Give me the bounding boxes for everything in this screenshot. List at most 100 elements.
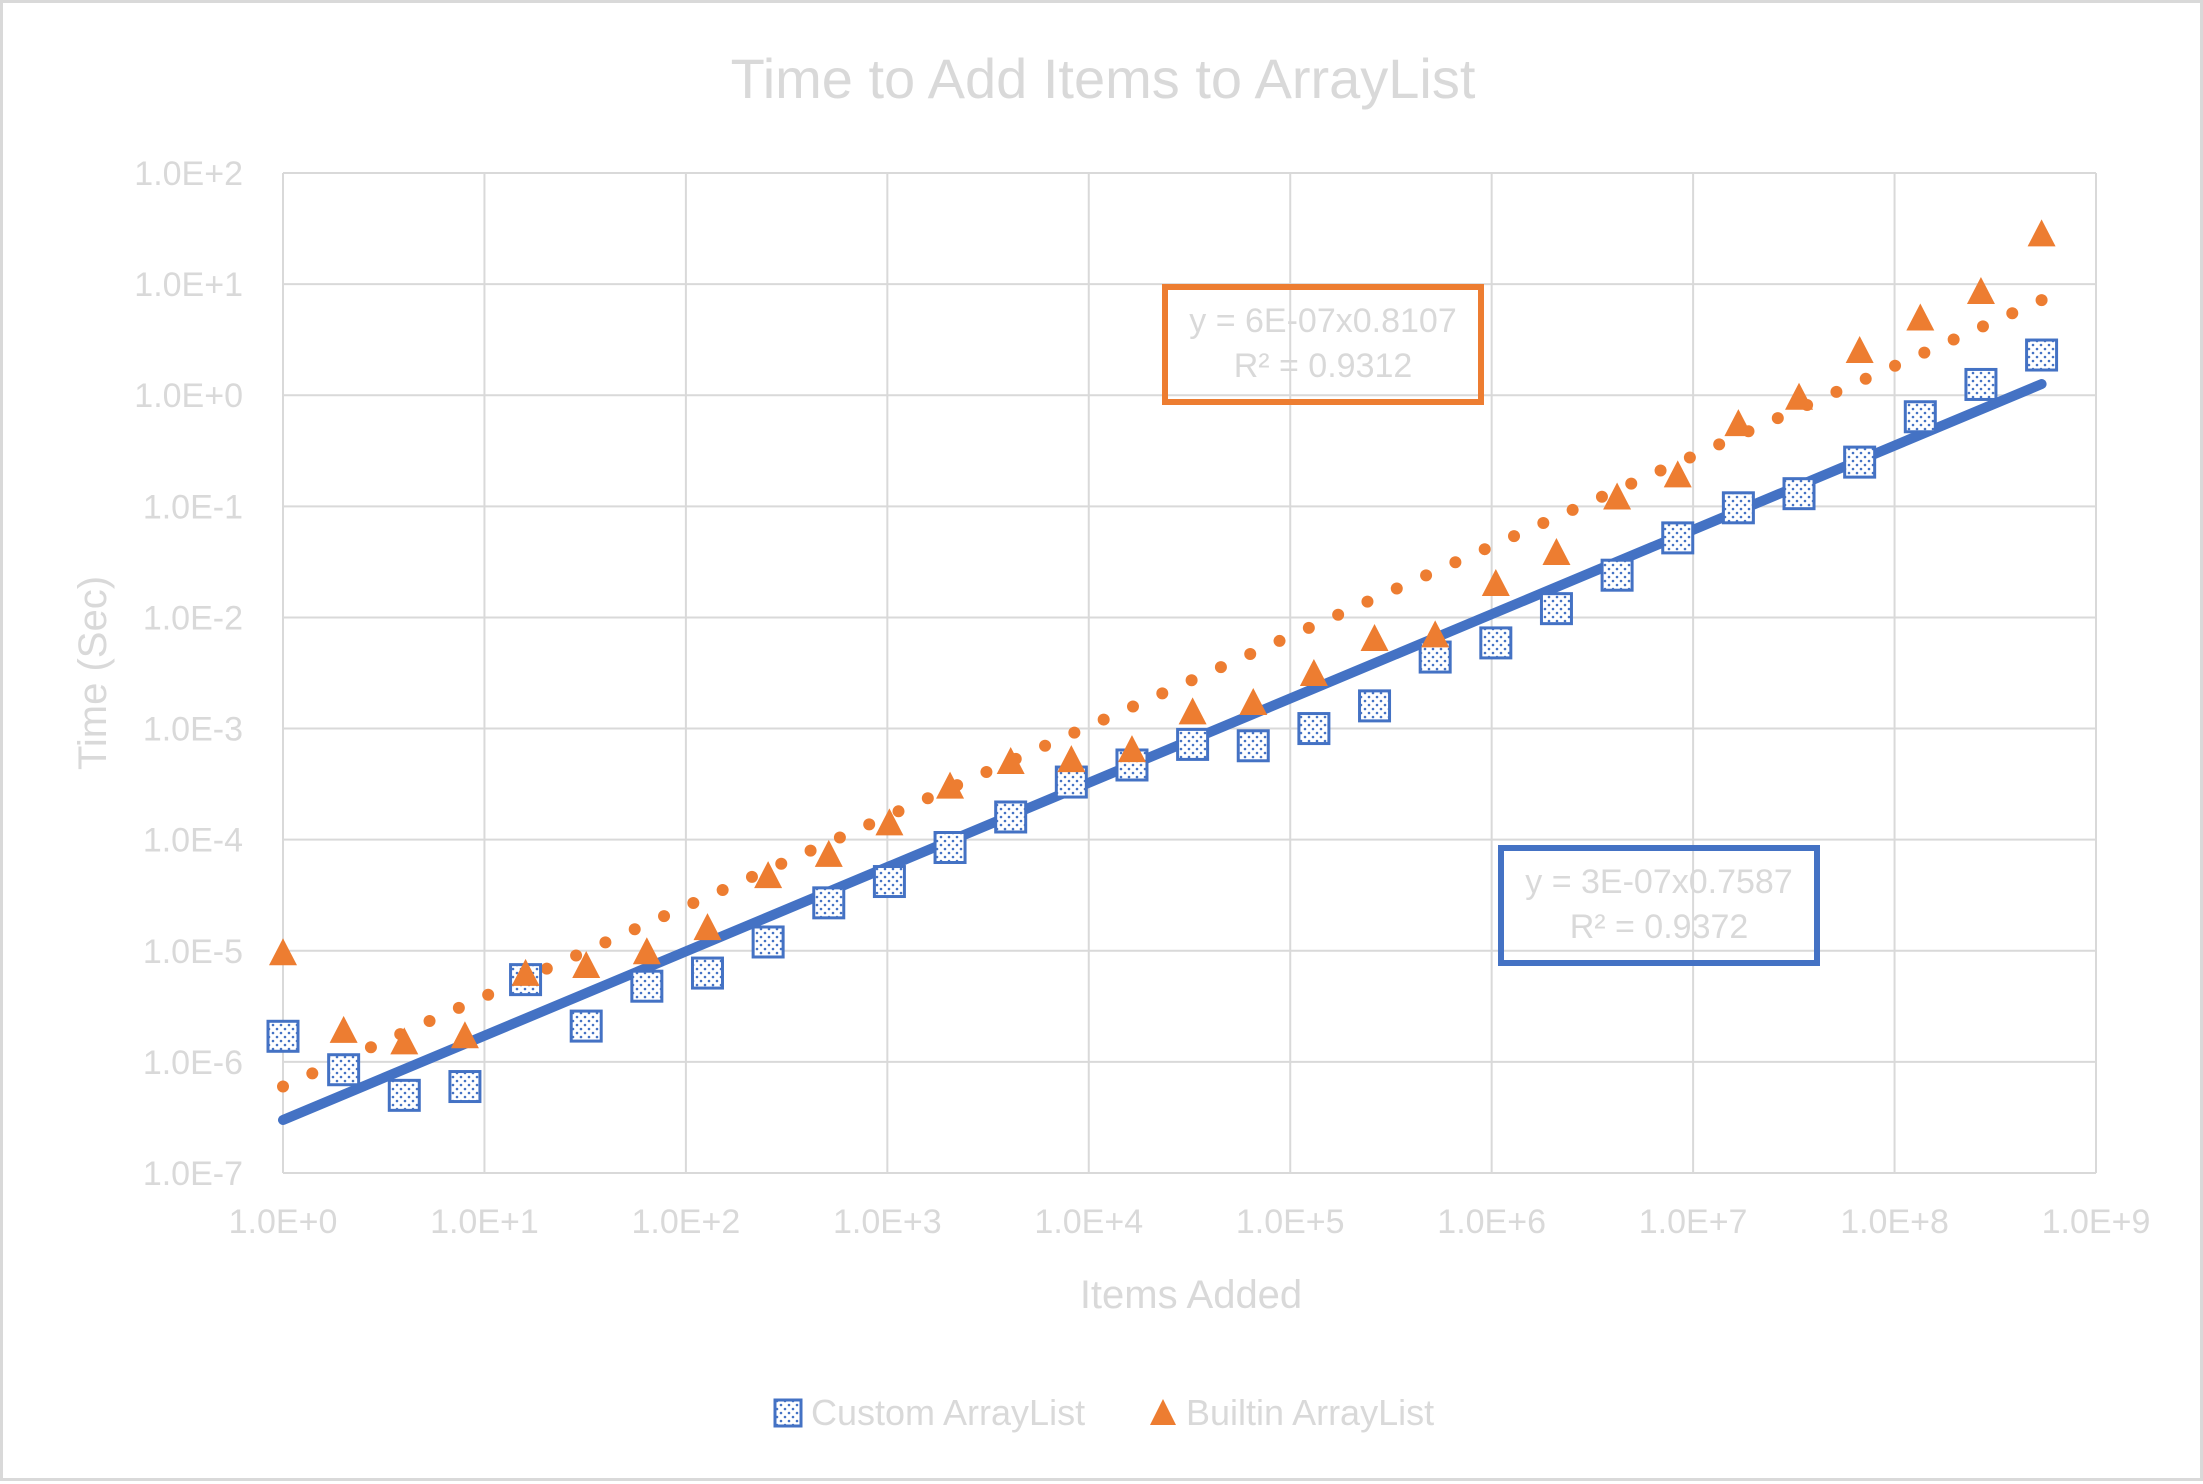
custom-trendline: [278, 379, 2047, 1125]
builtin-point: [1421, 620, 1450, 648]
builtin-trendline-dot: [1625, 477, 1638, 490]
custom-point: [630, 969, 664, 1003]
builtin-trendline-dot: [1830, 385, 1843, 398]
grid: [282, 172, 2097, 1174]
builtin-trendline-dot: [1859, 372, 1872, 385]
builtin-trendline-dot: [892, 805, 905, 818]
builtin-trendline-dot: [1390, 582, 1403, 595]
builtin-trendline-dot: [277, 1080, 289, 1093]
y-tick-label: 1.0E-1: [143, 488, 243, 526]
builtin-trendline-dot: [1537, 516, 1550, 529]
y-tick-label: 1.0E-6: [143, 1044, 243, 1082]
builtin-trendline-dot: [1595, 490, 1608, 503]
x-tick-label: 1.0E+4: [1034, 1203, 1143, 1241]
builtin-equation-box: [1162, 284, 1484, 405]
custom-point: [1782, 477, 1816, 511]
y-tick-label: 1.0E+0: [134, 377, 243, 415]
builtin-trendline-dot: [599, 936, 612, 949]
builtin-point: [1542, 538, 1571, 566]
builtin-trendline-dot: [863, 818, 876, 831]
custom-point: [327, 1053, 361, 1087]
builtin-point: [936, 771, 965, 799]
builtin-point: [814, 839, 843, 867]
trendline-equation: y = 3E-07x0.7587: [1525, 863, 1792, 901]
builtin-trendline-dot: [1302, 621, 1315, 634]
builtin-point: [1239, 687, 1268, 715]
custom-point: [1843, 445, 1877, 479]
builtin-point: [1481, 568, 1510, 596]
builtin-point: [511, 958, 540, 986]
builtin-trendline-dot: [540, 962, 553, 975]
builtin-point: [572, 950, 601, 978]
builtin-trendline-dot: [1126, 700, 1139, 713]
custom-point: [1297, 712, 1331, 746]
builtin-trendline-dot: [1713, 438, 1726, 451]
custom-point: [933, 831, 967, 865]
custom-point: [994, 800, 1028, 834]
builtin-trendline-dot: [1976, 320, 1989, 333]
builtin-point: [754, 861, 783, 889]
builtin-trendline-dot: [716, 883, 729, 896]
trendline-r2: R² = 0.9372: [1570, 908, 1749, 946]
builtin-trendline-dot: [921, 792, 934, 805]
builtin-trendline-dot: [833, 831, 846, 844]
builtin-trendline-dot: [804, 844, 817, 857]
builtin-trendline-dot: [364, 1041, 377, 1054]
builtin-point: [1724, 409, 1753, 437]
builtin-point: [1603, 482, 1632, 510]
builtin-point: [450, 1021, 479, 1049]
builtin-trendline-dot: [1508, 530, 1521, 543]
tick-labels: 1.0E+0 1.0E+1 1.0E+2 1.0E+3 1.0E+4 1.0E+5 1.0E…: [134, 155, 2150, 1241]
trendlines: [277, 294, 2048, 1125]
legend-builtin-label: Builtin ArrayList: [1186, 1392, 1434, 1433]
trendline-equations: y = 6E-07x0.8107 R² = 0.9312 y = 3E-07x0.7…: [1162, 284, 1820, 966]
builtin-trendline-dot: [687, 897, 700, 910]
builtin-point: [390, 1027, 419, 1055]
builtin-point: [1906, 303, 1935, 331]
builtin-point: [1299, 658, 1328, 686]
builtin-trendline-dot: [2035, 294, 2048, 307]
custom-point: [1539, 592, 1573, 626]
custom-point: [569, 1009, 603, 1043]
builtin-trendline-dot: [1097, 713, 1110, 726]
builtin-trendline-dot: [1566, 503, 1579, 516]
x-tick-label: 1.0E+0: [229, 1203, 338, 1241]
scatter-chart: Time to Add Items to ArrayList 1.0E+0 1.0…: [71, 47, 2150, 1433]
y-tick-label: 1.0E-2: [143, 599, 243, 637]
legend-builtin-marker: [1150, 1399, 1176, 1425]
builtin-point: [2027, 219, 2056, 247]
y-axis-label: Time (Sec): [71, 576, 115, 770]
legend-custom-marker: [773, 1398, 803, 1428]
custom-point: [1600, 558, 1634, 592]
builtin-point: [996, 747, 1025, 775]
custom-point: [690, 956, 724, 990]
builtin-trendline-dot: [1068, 726, 1081, 739]
builtin-trendline-dot: [628, 923, 641, 936]
builtin-trendline-dot: [452, 1001, 465, 1014]
builtin-point: [1178, 697, 1207, 725]
custom-point: [1176, 727, 1210, 761]
builtin-trendline-dot: [1156, 687, 1169, 700]
x-axis-label: Items Added: [1080, 1273, 1302, 1317]
builtin-point: [1057, 745, 1086, 773]
custom-point: [2025, 338, 2059, 372]
builtin-trendline-dot: [1918, 346, 1931, 359]
data-points: [266, 219, 2059, 1112]
builtin-point: [1663, 460, 1692, 488]
builtin-trendline-dot: [745, 870, 758, 883]
builtin-trendline-dot: [306, 1067, 319, 1080]
builtin-trendline-dot: [1947, 333, 1960, 346]
x-tick-label: 1.0E+5: [1236, 1203, 1345, 1241]
builtin-trendline-dot: [570, 949, 583, 962]
builtin-point: [632, 937, 661, 965]
custom-point: [387, 1078, 421, 1112]
builtin-trendline-dot: [1244, 648, 1257, 661]
builtin-trendline-dot: [775, 857, 788, 870]
builtin-trendline-dot: [1039, 739, 1052, 752]
custom-point: [1661, 521, 1695, 555]
custom-point: [1964, 367, 1998, 401]
builtin-trendline-dot: [1449, 556, 1462, 569]
x-tick-label: 1.0E+7: [1639, 1203, 1748, 1241]
legend-custom-label: Custom ArrayList: [811, 1392, 1085, 1433]
